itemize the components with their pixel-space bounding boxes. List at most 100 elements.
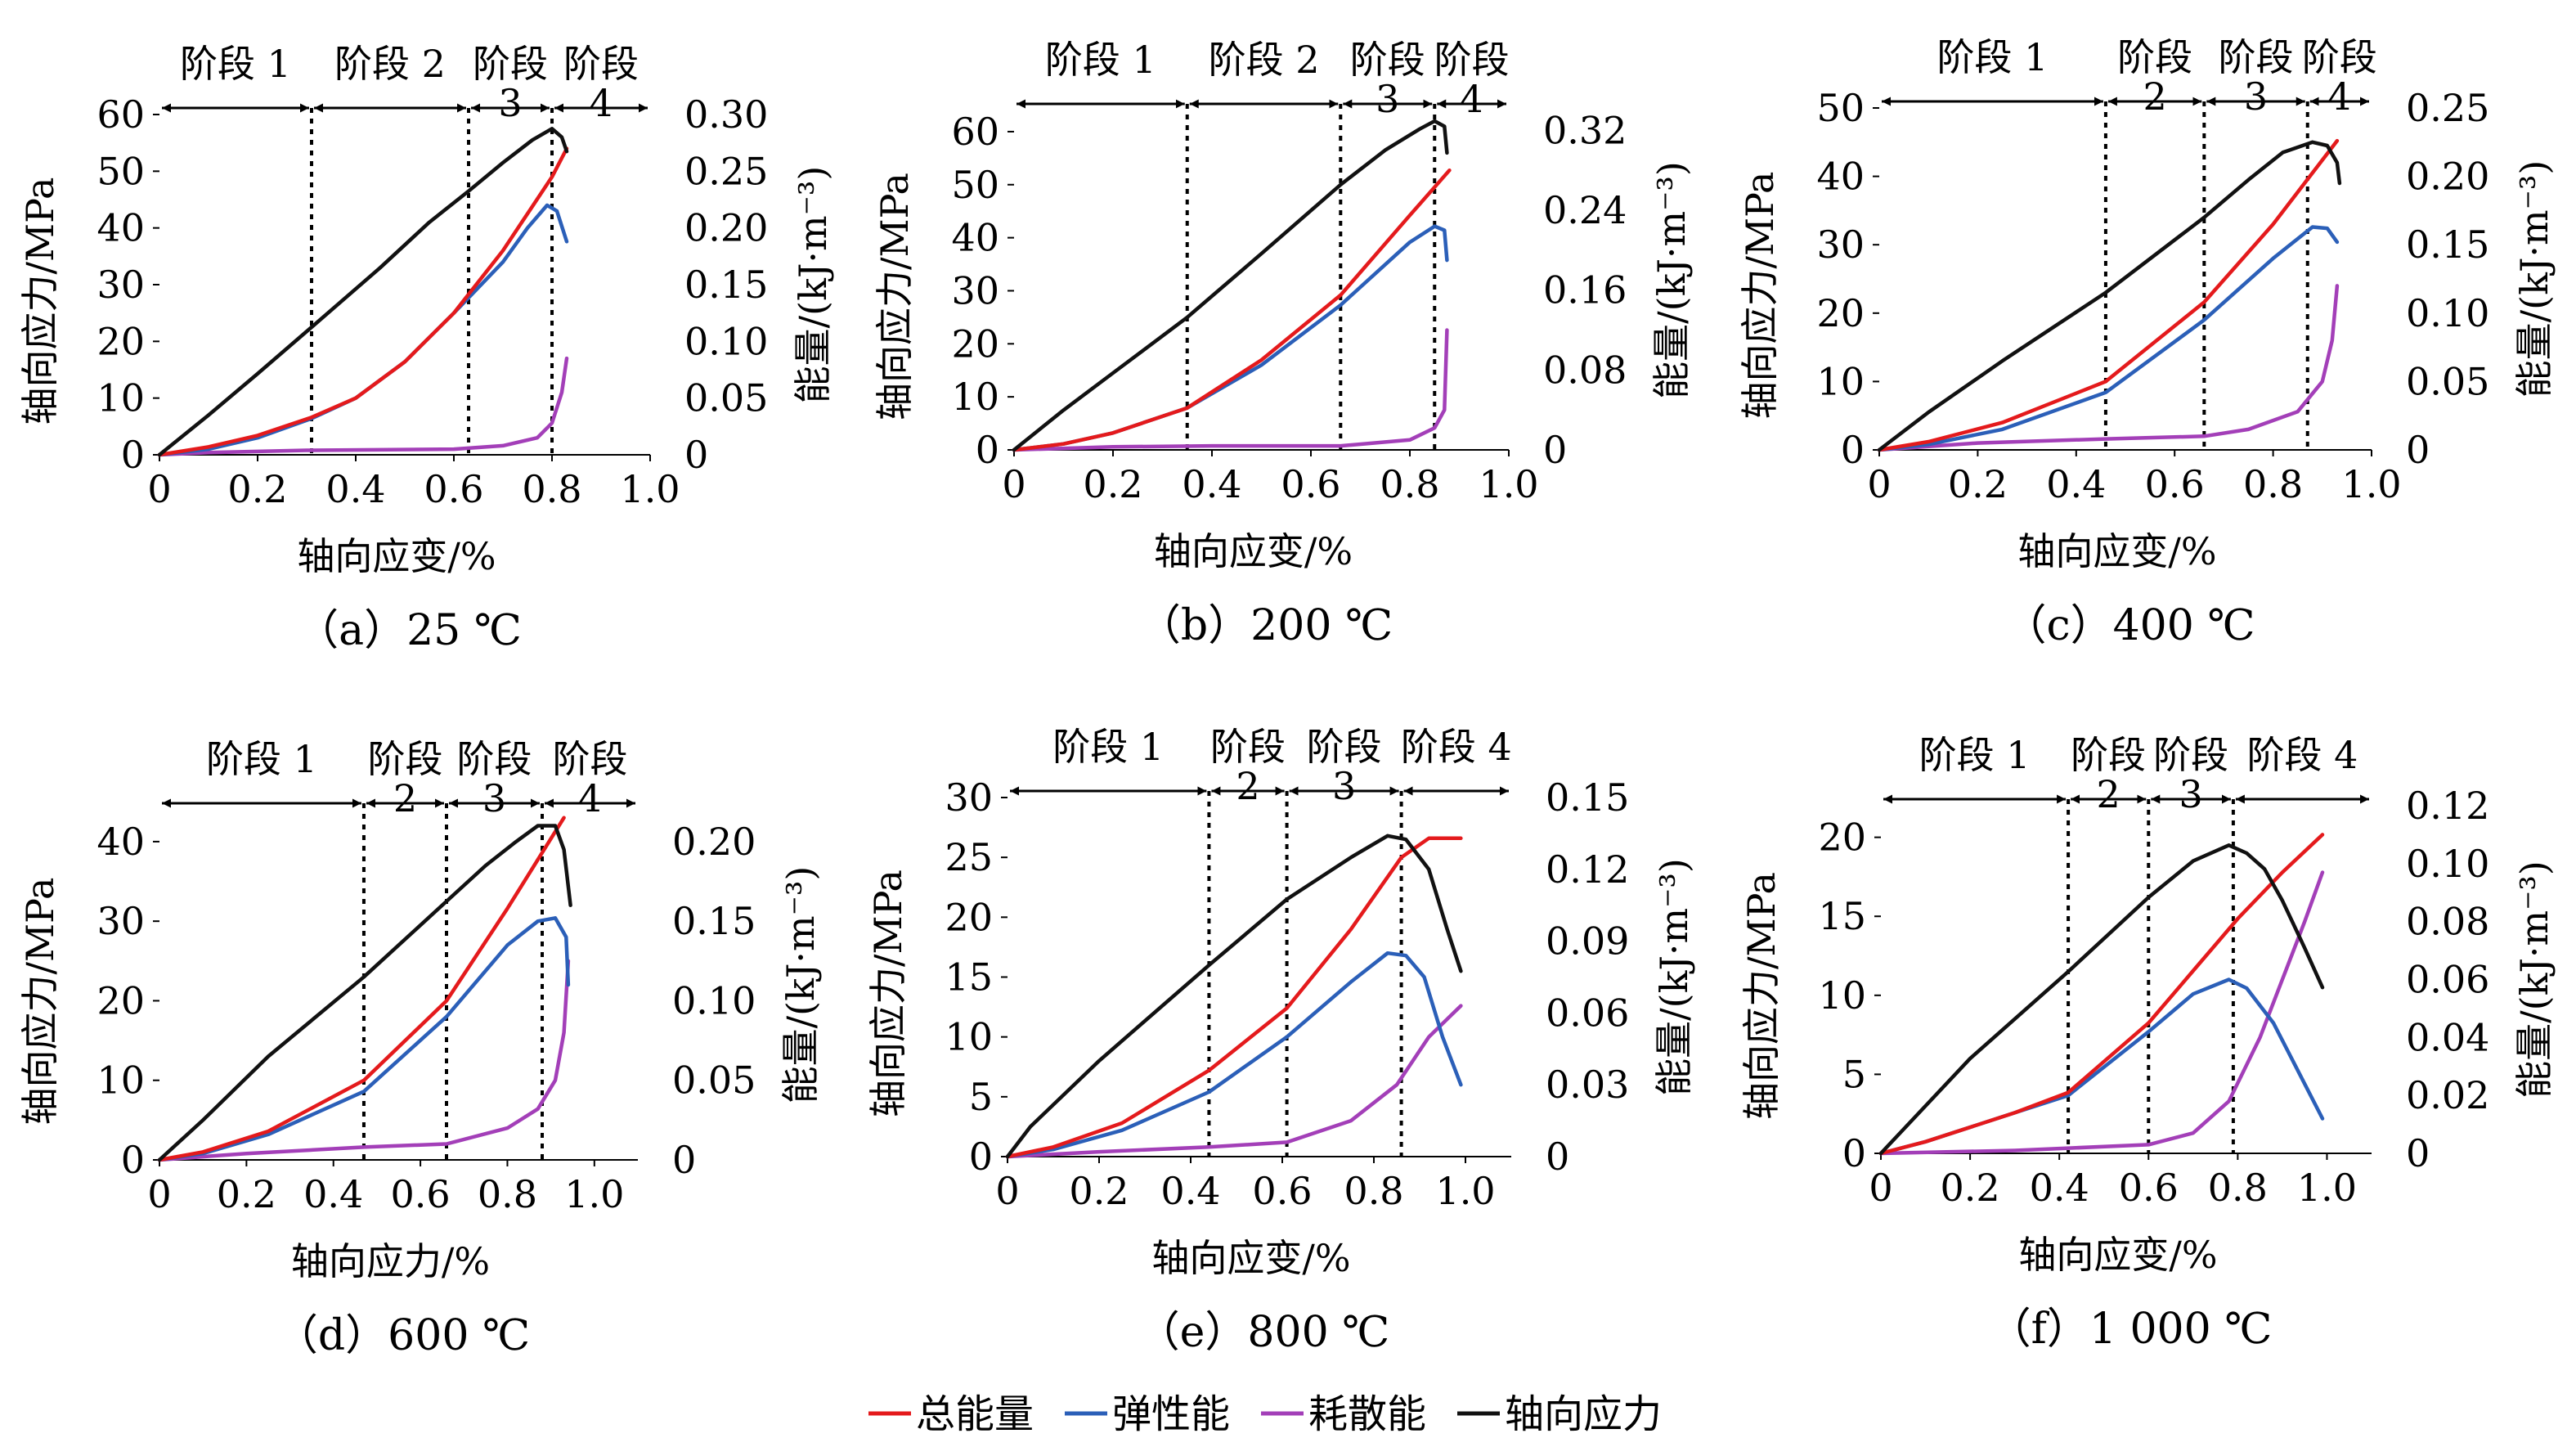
y2-tick-label: 0.32 <box>1543 108 1627 152</box>
y2-tick-label: 0 <box>2406 1131 2430 1175</box>
y2-tick-label: 0.15 <box>684 263 768 307</box>
legend-item: 耗散能 <box>1261 1391 1426 1437</box>
y-axis-title: 轴向应力/MPa <box>1739 872 1784 1120</box>
y-tick-label: 30 <box>951 268 999 312</box>
y-tick-label: 0 <box>976 428 999 472</box>
y-tick-label: 60 <box>951 110 999 154</box>
x-tick-label: 0.4 <box>2030 1166 2089 1210</box>
chart-panel-2: 0 0.2 0.4 0.6 0.8 1.0010203040506000.080.160.… <box>873 38 1694 650</box>
chart-panel-3: 0 0.2 0.4 0.6 0.8 1.00102030405000.050.100.15… <box>1738 35 2556 650</box>
y2-tick-label: 0 <box>1546 1135 1569 1179</box>
x-tick-label: 0.6 <box>1252 1169 1312 1213</box>
stage-label: 阶段 <box>2302 35 2377 79</box>
y2-tick-label: 0.02 <box>2406 1073 2489 1117</box>
y-axis-title: 轴向应力/MPa <box>1738 172 1782 420</box>
y-tick-label: 20 <box>96 978 145 1022</box>
y2-tick-label: 0.10 <box>2406 291 2489 335</box>
y-tick-label: 40 <box>96 206 145 250</box>
y2-tick-label: 0.06 <box>2406 958 2489 1002</box>
y-axis-title: 轴向应力/MPa <box>18 878 62 1126</box>
y-tick-label: 50 <box>951 163 999 207</box>
x-tick-label: 0 <box>1869 1166 1892 1210</box>
y2-tick-label: 0.24 <box>1543 188 1627 232</box>
y-tick-label: 0 <box>969 1135 993 1179</box>
chart-panel-4: 0 0.2 0.4 0.6 0.8 1.0 0 10 20 30 40 0 0.05 0.10 0.15 0.… <box>18 737 823 1360</box>
series-line-耗散能 <box>157 959 571 1162</box>
chart-panel-1: 0 0.2 0.4 0.6 0.8 1.0010203040506000.050.100.… <box>18 42 835 655</box>
x-tick-label: 0.6 <box>2145 462 2205 506</box>
x-tick-label: 0.2 <box>1069 1169 1129 1213</box>
y-tick-label: 20 <box>96 319 145 363</box>
y2-tick-label: 0 <box>672 1138 696 1182</box>
y2-axis-title: 能量/(kJ·m⁻³) <box>1649 161 1694 399</box>
stage-number: 3 <box>482 776 506 820</box>
y-tick-label: 20 <box>945 895 993 939</box>
stage-number: 2 <box>2097 772 2120 816</box>
stage-label: 阶段 <box>1350 38 1425 82</box>
x-tick-label: 1.0 <box>1479 462 1538 506</box>
x-tick-label: 0.2 <box>1941 1166 2000 1210</box>
y-tick-label: 0 <box>1841 428 1865 472</box>
y-tick-label: 30 <box>96 263 145 307</box>
x-tick-label: 1.0 <box>620 467 680 511</box>
y2-tick-label: 0.20 <box>2406 155 2489 199</box>
x-axis-title: 轴向应变/% <box>2018 1233 2217 1277</box>
y2-axis-title: 能量/(kJ·m⁻³) <box>2512 861 2556 1099</box>
stage-label: 阶段 <box>2117 35 2192 79</box>
stage-label: 阶段 <box>563 42 639 86</box>
stage-label: 阶段 1 <box>180 42 291 86</box>
stage-number: 3 <box>1332 764 1356 808</box>
x-tick-label: 0.6 <box>1281 462 1340 506</box>
series-line-耗散能 <box>157 356 569 457</box>
y2-tick-label: 0 <box>1543 428 1567 472</box>
y2-axis-title: 能量/(kJ·m⁻³) <box>779 866 823 1104</box>
y-tick-label: 10 <box>951 375 999 419</box>
y-tick-label: 40 <box>1816 155 1865 199</box>
legend-label: 轴向应力 <box>1505 1391 1662 1437</box>
stage-label: 阶段 1 <box>1045 38 1156 82</box>
stage-number: 4 <box>578 776 602 820</box>
y2-tick-label: 0.05 <box>2406 359 2489 403</box>
y2-tick-label: 0.04 <box>2406 1015 2489 1059</box>
x-tick-label: 1.0 <box>2297 1166 2357 1210</box>
y2-tick-label: 0.15 <box>1546 775 1629 820</box>
x-tick-label: 0.4 <box>303 1172 363 1216</box>
y-tick-label: 0 <box>121 433 145 477</box>
legend-label: 耗散能 <box>1308 1391 1426 1437</box>
y2-axis-title: 能量/(kJ·m⁻³) <box>1652 858 1696 1096</box>
y-tick-label: 10 <box>945 1015 993 1059</box>
series-line-总能量 <box>1012 168 1452 452</box>
stage-number: 2 <box>393 776 417 820</box>
x-tick-label: 1.0 <box>564 1172 624 1216</box>
stage-number: 3 <box>498 81 522 125</box>
y-tick-label: 60 <box>96 92 145 137</box>
panel-caption: （a）25 ℃ <box>296 606 522 655</box>
x-tick-label: 1.0 <box>2341 462 2401 506</box>
y2-tick-label: 0.25 <box>684 149 768 193</box>
legend-item: 总能量 <box>868 1391 1034 1437</box>
x-tick-label: 0 <box>1867 462 1891 506</box>
x-tick-label: 0.4 <box>325 467 385 511</box>
series-line-弹性能 <box>1012 224 1449 452</box>
y-tick-label: 25 <box>945 835 993 879</box>
panel-caption: （e）800 ℃ <box>1138 1308 1390 1357</box>
stage-label: 阶段 4 <box>2247 733 2358 777</box>
series-line-总能量 <box>1005 836 1463 1159</box>
x-tick-label: 0.2 <box>1948 462 2008 506</box>
series-line-总能量 <box>1877 138 2340 452</box>
stage-label: 阶段 1 <box>1052 725 1164 769</box>
y2-tick-label: 0.08 <box>1543 348 1627 392</box>
stage-number: 4 <box>589 81 613 125</box>
y-tick-label: 10 <box>1816 359 1865 403</box>
y2-axis-title: 能量/(kJ·m⁻³) <box>2512 160 2556 398</box>
y2-tick-label: 0.08 <box>2406 900 2489 944</box>
legend-label: 弹性能 <box>1112 1391 1230 1437</box>
panel-caption: （f）1 000 ℃ <box>1989 1305 2273 1354</box>
y2-tick-label: 0.12 <box>1546 847 1629 892</box>
y-tick-label: 30 <box>96 899 145 943</box>
y2-tick-label: 0.09 <box>1546 919 1629 964</box>
y-tick-label: 30 <box>945 775 993 820</box>
y-tick-label: 15 <box>945 955 993 1000</box>
series-line-耗散能 <box>1877 284 2340 452</box>
x-tick-label: 0.8 <box>1344 1169 1403 1213</box>
